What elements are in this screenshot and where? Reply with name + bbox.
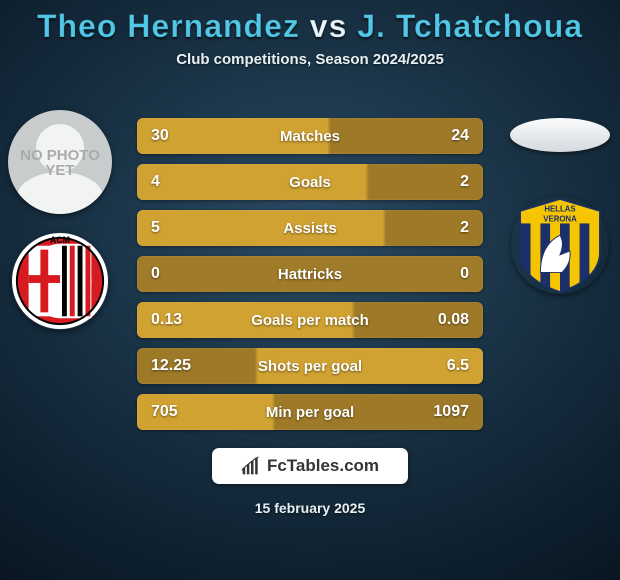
stat-right-value: 6.5: [423, 357, 469, 375]
stat-label: Assists: [283, 220, 336, 237]
barchart-icon: [241, 456, 261, 476]
stat-left-value: 0.13: [151, 311, 197, 329]
player-left-column: NO PHOTO YET ACM: [0, 110, 120, 330]
stat-left-value: 30: [151, 127, 197, 145]
stat-label: Min per goal: [266, 404, 354, 421]
branding-badge: FcTables.com: [212, 448, 408, 484]
stat-right-value: 2: [423, 173, 469, 191]
stat-row-matches: 30 Matches 24: [137, 118, 483, 154]
page-subtitle: Club competitions, Season 2024/2025: [0, 51, 620, 68]
stat-right-value: 2: [423, 219, 469, 237]
stat-right-value: 0.08: [423, 311, 469, 329]
svg-text:VERONA: VERONA: [543, 214, 577, 223]
stat-row-hattricks: 0 Hattricks 0: [137, 256, 483, 292]
svg-text:HELLAS: HELLAS: [544, 205, 575, 214]
avatar-text-line2: YET: [45, 162, 74, 179]
page-date: 15 february 2025: [0, 500, 620, 516]
stat-right-value: 0: [423, 265, 469, 283]
stat-label: Shots per goal: [258, 358, 362, 375]
stat-row-shots-per-goal: 12.25 Shots per goal 6.5: [137, 348, 483, 384]
stat-left-value: 0: [151, 265, 197, 283]
stat-right-value: 1097: [423, 403, 469, 421]
stat-row-assists: 5 Assists 2: [137, 210, 483, 246]
club-badge-left: ACM: [11, 232, 109, 330]
acmilan-crest-icon: ACM: [11, 232, 109, 330]
svg-text:ACM: ACM: [50, 235, 70, 245]
club-badge-right: HELLAS VERONA: [511, 196, 609, 294]
stat-label: Hattricks: [278, 266, 342, 283]
title-right-name: J. Tchatchoua: [357, 8, 583, 44]
stat-label: Goals: [289, 174, 331, 191]
branding-text: FcTables.com: [267, 456, 379, 476]
title-left-name: Theo Hernandez: [37, 8, 300, 44]
page-title: Theo Hernandez vs J. Tchatchoua: [0, 0, 620, 45]
player-right-column: HELLAS VERONA: [500, 118, 620, 294]
stat-label: Goals per match: [251, 312, 369, 329]
stat-row-min-per-goal: 705 Min per goal 1097: [137, 394, 483, 430]
player-right-avatar-oval: [510, 118, 610, 152]
hellas-verona-crest-icon: HELLAS VERONA: [511, 196, 609, 294]
stat-left-value: 5: [151, 219, 197, 237]
avatar-placeholder-text: NO PHOTO YET: [20, 148, 100, 178]
stat-label: Matches: [280, 128, 340, 145]
stat-left-value: 4: [151, 173, 197, 191]
title-vs: vs: [310, 8, 348, 44]
stat-row-goals: 4 Goals 2: [137, 164, 483, 200]
stat-left-value: 12.25: [151, 357, 197, 375]
player-left-avatar: NO PHOTO YET: [8, 110, 112, 214]
stat-right-value: 24: [423, 127, 469, 145]
stat-left-value: 705: [151, 403, 197, 421]
stat-row-goals-per-match: 0.13 Goals per match 0.08: [137, 302, 483, 338]
stats-table: 30 Matches 24 4 Goals 2 5 Assists 2 0 Ha…: [137, 118, 483, 430]
